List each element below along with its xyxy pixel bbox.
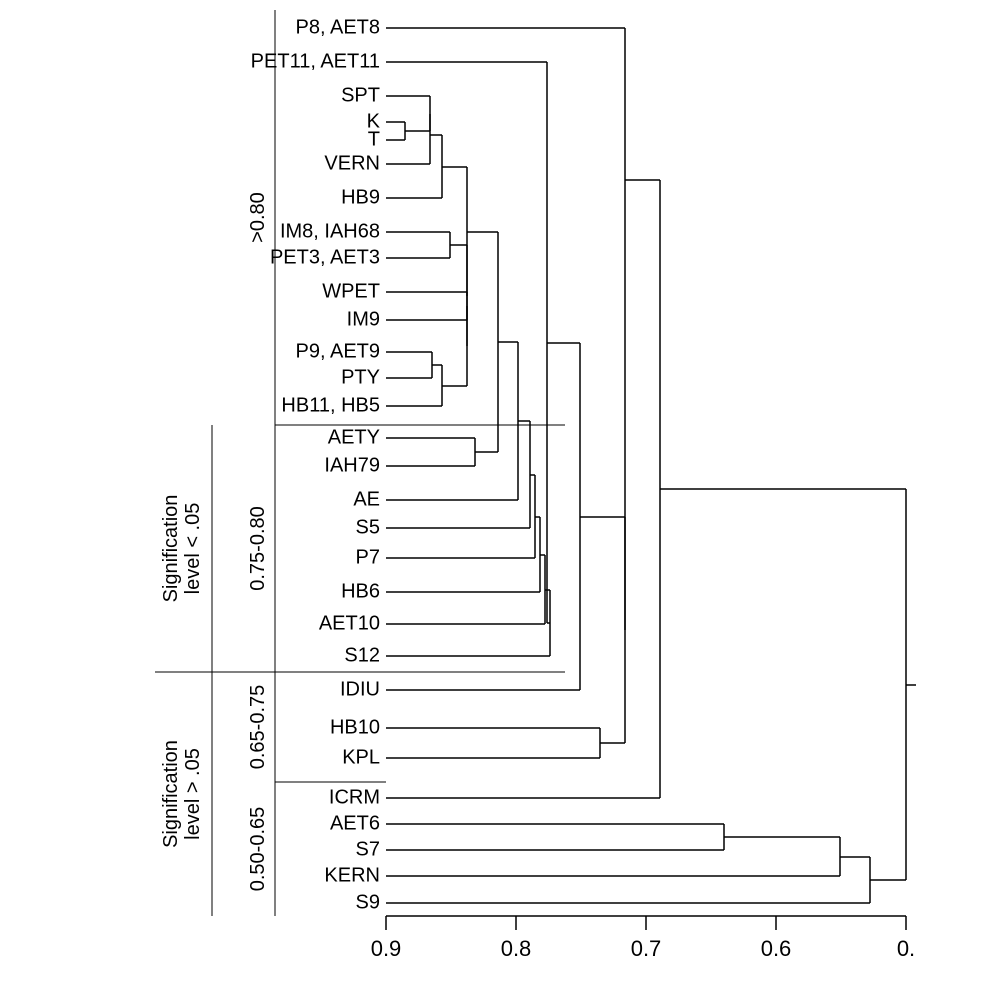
leaf-label: VERN	[324, 152, 380, 174]
signification-label-1: Signification	[160, 740, 182, 848]
leaf-label: AE	[353, 488, 380, 510]
leaf-label: IM9	[347, 308, 380, 330]
leaf-label: P9, AET9	[296, 340, 381, 362]
signification-label-2: level < .05	[182, 503, 204, 595]
leaf-label: P7	[356, 546, 380, 568]
leaf-label: PET3, AET3	[270, 246, 380, 268]
range-label: 0.65-0.75	[247, 685, 269, 770]
leaf-label: T	[368, 128, 380, 150]
signification-label-2: level > .05	[182, 748, 204, 840]
leaf-label: KPL	[342, 746, 380, 768]
range-label: >0.80	[247, 192, 269, 243]
leaf-label: AETY	[328, 426, 380, 448]
axis-tick-label: 0.8	[501, 936, 532, 961]
leaf-label: AET10	[319, 612, 380, 634]
leaf-label: HB6	[341, 580, 380, 602]
leaf-label: IAH79	[324, 454, 380, 476]
leaf-label: HB10	[330, 716, 380, 738]
leaf-label: HB11, HB5	[281, 394, 380, 416]
axis-tick-label: 0.6	[761, 936, 792, 961]
leaf-label: IDIU	[340, 678, 380, 700]
leaf-label: P8, AET8	[296, 16, 381, 38]
leaf-label: S12	[344, 644, 380, 666]
leaf-label: KERN	[324, 864, 380, 886]
axis-tick-label: 0.	[897, 936, 915, 961]
leaf-label: S9	[356, 891, 380, 913]
leaf-label: PET11, AET11	[251, 50, 380, 72]
leaf-label: WPET	[322, 280, 380, 302]
leaf-label: PTY	[341, 366, 380, 388]
dendrogram: 0.90.80.70.60.P8, AET8PET11, AET11SPTKTV…	[0, 0, 1000, 982]
leaf-label: S7	[356, 838, 380, 860]
leaf-label: SPT	[341, 84, 380, 106]
axis-tick-label: 0.7	[631, 936, 662, 961]
range-label: 0.75-0.80	[247, 506, 269, 591]
leaf-label: IM8, IAH68	[280, 220, 380, 242]
leaf-label: AET6	[330, 812, 380, 834]
axis-tick-label: 0.9	[371, 936, 402, 961]
leaf-label: ICRM	[329, 786, 380, 808]
range-label: 0.50-0.65	[247, 807, 269, 892]
signification-label-1: Signification	[160, 495, 182, 603]
leaf-label: HB9	[341, 186, 380, 208]
leaf-label: S5	[356, 516, 380, 538]
